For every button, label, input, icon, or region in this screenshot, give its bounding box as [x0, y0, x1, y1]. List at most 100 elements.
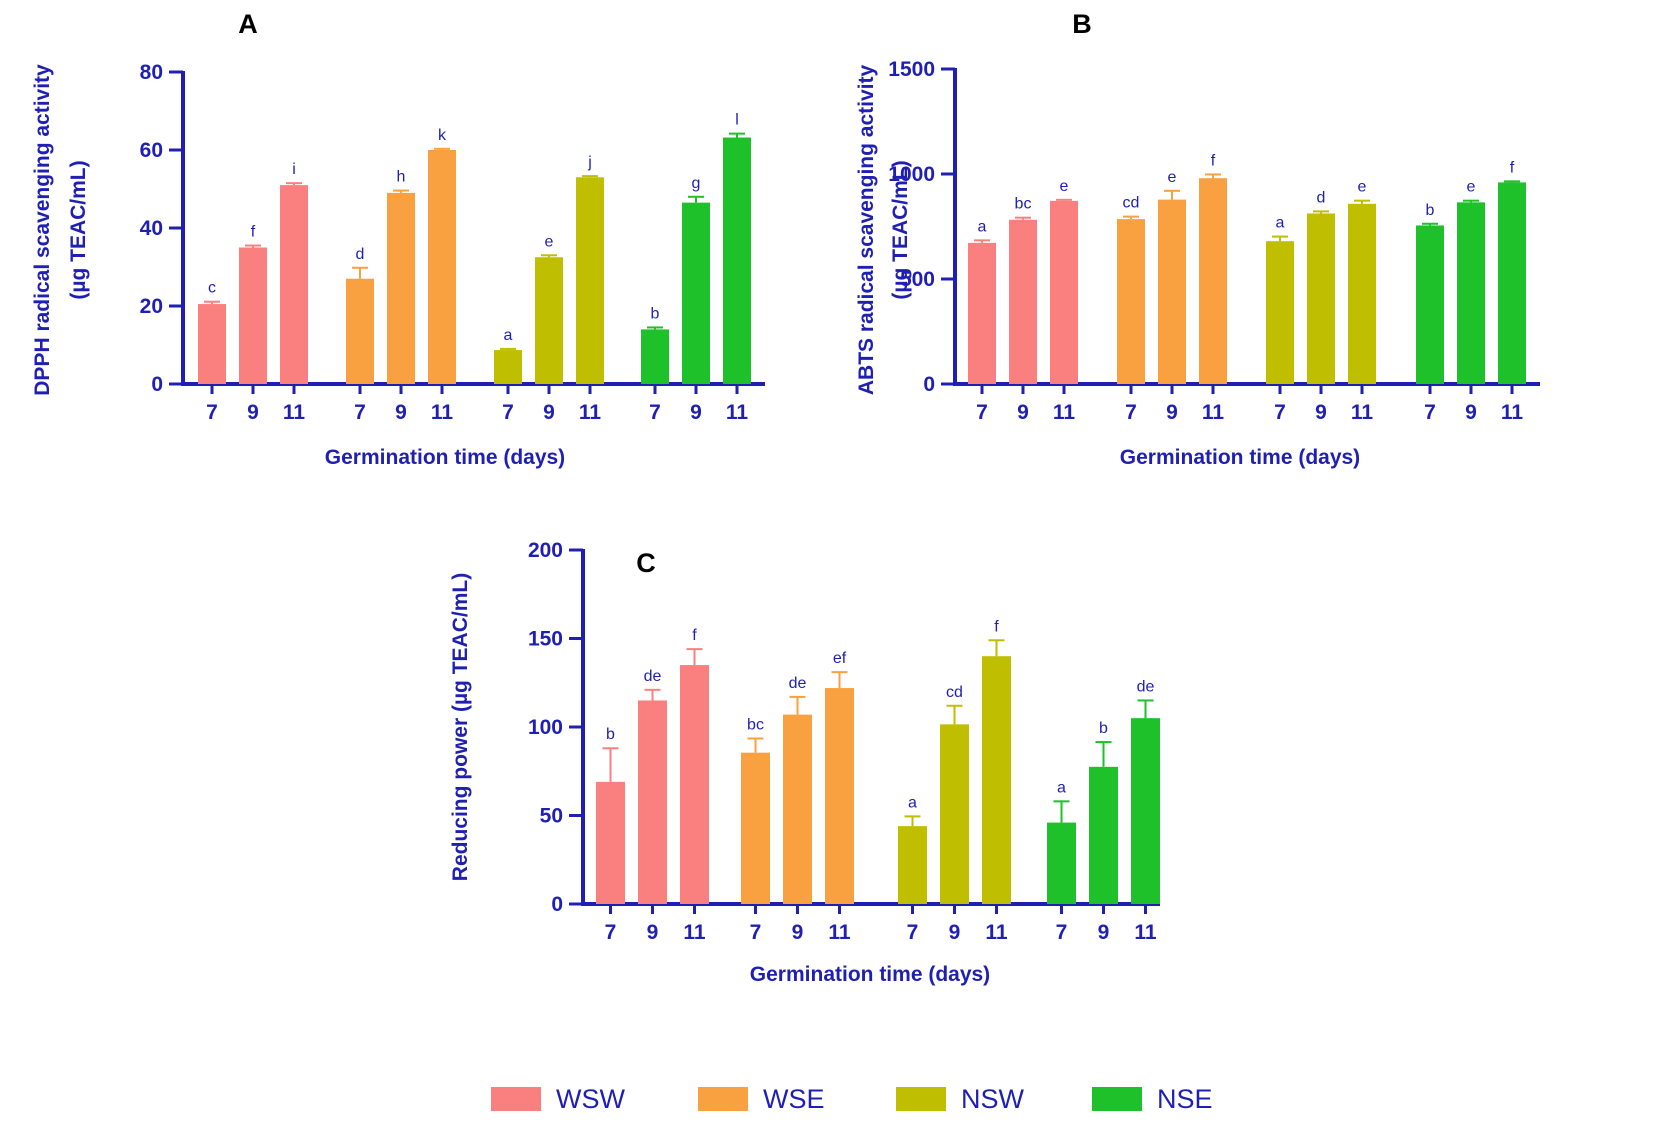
legend-swatch-nsw — [896, 1087, 946, 1111]
significance-label: a — [1057, 779, 1066, 796]
bar-wse-11 — [428, 150, 456, 384]
significance-label: a — [978, 218, 987, 235]
bar-nse-11 — [1131, 718, 1160, 904]
x-tick-label: 7 — [502, 401, 514, 424]
x-tick-label: 7 — [750, 921, 762, 944]
y-tick-label: 200 — [528, 539, 563, 562]
x-tick-label: 7 — [605, 921, 617, 944]
y-tick-label: 0 — [551, 893, 563, 916]
significance-label: d — [1317, 189, 1326, 206]
x-axis-title: Germination time (days) — [750, 963, 990, 986]
bar-wse-11 — [825, 688, 854, 904]
significance-label: i — [292, 161, 296, 178]
bar-wse-9 — [783, 714, 812, 904]
bar-wsw-7 — [968, 242, 996, 384]
x-tick-label: 11 — [1053, 401, 1076, 424]
bar-nse-7 — [1047, 822, 1076, 904]
bar-nse-9 — [1089, 766, 1118, 904]
y-axis-title: ABTS radical scavenging activity — [855, 65, 878, 396]
y-tick-label: 150 — [528, 628, 563, 651]
x-tick-label: 7 — [649, 401, 661, 424]
bar-nse-7 — [1416, 225, 1444, 384]
x-tick-label: 9 — [1017, 401, 1029, 424]
legend-label-nse: NSE — [1157, 1084, 1213, 1114]
significance-label: h — [397, 169, 406, 186]
x-tick-label: 7 — [907, 921, 919, 944]
panel-a: A 0 20 40 60 80 c 7 f 9 i 11 d 7 h 9 k 11 a 7 e 9 j 11 b 7 g 9 l 11 Ge… — [31, 9, 765, 469]
legend-swatch-nse — [1092, 1087, 1142, 1111]
bar-nse-9 — [1457, 202, 1485, 384]
bar-wse-11 — [1199, 178, 1227, 384]
y-tick-label: 20 — [140, 295, 163, 318]
significance-label: b — [606, 726, 615, 743]
bar-nsw-11 — [1348, 203, 1376, 384]
x-tick-label: 11 — [1501, 401, 1524, 424]
x-tick-label: 9 — [1465, 401, 1477, 424]
y-tick-label: 0 — [923, 373, 935, 396]
legend-label-wsw: WSW — [556, 1084, 625, 1114]
x-tick-label: 7 — [354, 401, 366, 424]
bar-wsw-9 — [638, 700, 667, 904]
x-tick-label: 11 — [1351, 401, 1374, 424]
bar-nsw-9 — [535, 257, 563, 384]
x-tick-label: 9 — [949, 921, 961, 944]
x-tick-label: 11 — [828, 921, 851, 944]
significance-label: e — [1358, 179, 1367, 196]
panel-b: B 0 500 1000 1500 a 7 bc 9 e 11 cd 7 e 9 f 11 a 7 d 9 e 11 b 7 e 9… — [855, 9, 1540, 469]
bar-wsw-7 — [596, 781, 625, 904]
significance-label: bc — [1015, 196, 1032, 213]
y-tick-label: 50 — [540, 805, 563, 828]
legend-label-wse: WSE — [763, 1084, 825, 1114]
significance-label: f — [692, 627, 697, 644]
significance-label: j — [587, 154, 592, 171]
y-tick-label: 60 — [140, 139, 163, 162]
panel-label: C — [636, 548, 656, 578]
panel-c: C 0 50 100 150 200 b 7 de 9 f 11 bc 7 de 9 ef 11 a 7 cd 9 f 11 a… — [449, 539, 1160, 986]
significance-label: cd — [1123, 195, 1140, 212]
y-tick-label: 500 — [900, 268, 935, 291]
significance-label: f — [994, 618, 999, 635]
significance-label: b — [1099, 720, 1108, 737]
bar-nsw-7 — [1266, 241, 1294, 384]
x-axis-title: Germination time (days) — [325, 446, 565, 469]
y-axis-title: (µg TEAC/mL) — [889, 160, 912, 299]
significance-label: a — [908, 794, 917, 811]
significance-label: e — [1467, 179, 1476, 196]
bar-nsw-9 — [940, 724, 969, 904]
x-tick-label: 7 — [1056, 921, 1068, 944]
y-tick-label: 1500 — [888, 58, 935, 81]
x-tick-label: 9 — [792, 921, 804, 944]
significance-label: b — [651, 305, 660, 322]
y-tick-label: 1000 — [888, 163, 935, 186]
y-tick-label: 80 — [140, 61, 163, 84]
x-tick-label: 9 — [1315, 401, 1327, 424]
legend-swatch-wse — [698, 1087, 748, 1111]
significance-label: de — [789, 675, 807, 692]
significance-label: b — [1426, 202, 1435, 219]
x-tick-label: 11 — [985, 921, 1008, 944]
bar-nse-7 — [641, 329, 669, 384]
significance-label: de — [1137, 678, 1155, 695]
significance-label: e — [1060, 178, 1069, 195]
y-tick-label: 0 — [151, 373, 163, 396]
x-tick-label: 9 — [543, 401, 555, 424]
x-tick-label: 9 — [647, 921, 659, 944]
bar-nsw-11 — [982, 656, 1011, 904]
bar-nsw-11 — [576, 177, 604, 384]
significance-label: f — [251, 224, 256, 241]
bar-wsw-9 — [1009, 219, 1037, 384]
x-tick-label: 9 — [395, 401, 407, 424]
bar-wse-9 — [387, 192, 415, 384]
significance-label: ef — [833, 650, 847, 667]
x-tick-label: 11 — [431, 401, 454, 424]
x-tick-label: 7 — [1424, 401, 1436, 424]
significance-label: c — [208, 280, 216, 297]
legend: WSW WSE NSW NSE — [491, 1084, 1213, 1114]
x-tick-label: 9 — [1166, 401, 1178, 424]
significance-label: a — [504, 327, 513, 344]
bar-nse-9 — [682, 202, 710, 384]
bar-nsw-7 — [898, 826, 927, 904]
significance-label: f — [1211, 152, 1216, 169]
x-tick-label: 11 — [579, 401, 602, 424]
x-axis-title: Germination time (days) — [1120, 446, 1360, 469]
